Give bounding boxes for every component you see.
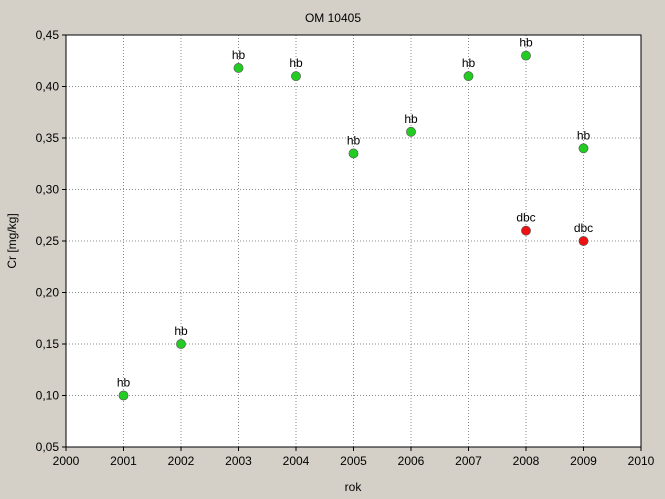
x-tick-label: 2009 bbox=[570, 454, 597, 468]
x-tick-label: 2005 bbox=[340, 454, 367, 468]
data-point bbox=[348, 148, 359, 159]
data-point bbox=[233, 63, 244, 73]
point-label: hb bbox=[462, 56, 476, 70]
x-tick-label: 2008 bbox=[513, 454, 540, 468]
x-tick-label: 2001 bbox=[110, 454, 137, 468]
data-point bbox=[291, 71, 301, 82]
data-points: hb hb hb hb hb hb hb hb dbc hb dbc bbox=[117, 36, 593, 401]
y-axis: 0,05 0,10 0,15 0,20 0,25 0,30 0,35 0,40 0,45 bbox=[36, 28, 66, 454]
point-label: hb bbox=[404, 112, 418, 126]
y-tick-label: 0,05 bbox=[36, 440, 60, 454]
y-tick-label: 0,30 bbox=[36, 183, 60, 197]
y-tick-label: 0,45 bbox=[36, 28, 60, 42]
x-tick-label: 2004 bbox=[283, 454, 310, 468]
data-point bbox=[521, 225, 531, 236]
chart-title: OM 10405 bbox=[305, 11, 361, 25]
y-tick-label: 0,25 bbox=[36, 234, 60, 248]
x-axis-label: rok bbox=[345, 480, 363, 494]
point-label: hb bbox=[232, 48, 246, 62]
x-tick-label: 2003 bbox=[225, 454, 252, 468]
data-point bbox=[118, 390, 129, 401]
data-point bbox=[176, 339, 186, 349]
point-label: dbc bbox=[574, 221, 593, 235]
data-point bbox=[578, 236, 589, 246]
point-label: hb bbox=[117, 376, 131, 390]
x-tick-label: 2006 bbox=[398, 454, 425, 468]
y-tick-label: 0,15 bbox=[36, 337, 60, 351]
data-point bbox=[578, 143, 589, 154]
point-label: hb bbox=[289, 56, 303, 70]
point-label: hb bbox=[577, 128, 591, 142]
point-label: hb bbox=[347, 133, 361, 147]
y-axis-label: Cr [mg/kg] bbox=[5, 213, 19, 268]
point-label: hb bbox=[174, 324, 188, 338]
plot-area bbox=[66, 35, 641, 447]
x-tick-label: 2000 bbox=[53, 454, 80, 468]
point-label: hb bbox=[519, 36, 533, 50]
y-tick-label: 0,10 bbox=[36, 389, 60, 403]
data-point bbox=[406, 126, 416, 137]
point-label: dbc bbox=[516, 211, 535, 225]
x-tick-label: 2007 bbox=[455, 454, 482, 468]
data-point bbox=[521, 50, 531, 61]
data-point bbox=[463, 71, 474, 82]
x-tick-label: 2002 bbox=[168, 454, 195, 468]
x-tick-label: 2010 bbox=[628, 454, 655, 468]
y-tick-label: 0,40 bbox=[36, 80, 60, 94]
x-axis: 2000 2001 2002 2003 2004 2005 2006 2007 2008 2009… bbox=[53, 447, 655, 468]
y-tick-label: 0,20 bbox=[36, 286, 60, 300]
y-tick-label: 0,35 bbox=[36, 131, 60, 145]
